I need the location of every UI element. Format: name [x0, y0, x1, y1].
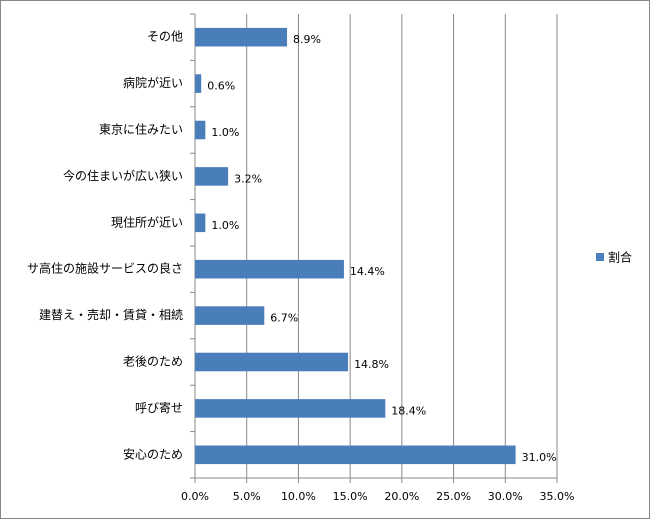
x-tick-label: 5.0% — [233, 490, 261, 503]
data-label: 8.9% — [293, 33, 321, 46]
x-tick-label: 0.0% — [181, 490, 209, 503]
bar — [195, 445, 516, 465]
data-label: 1.0% — [211, 219, 239, 232]
x-tick-label: 30.0% — [488, 490, 523, 503]
x-tick-label: 10.0% — [281, 490, 316, 503]
bar — [195, 74, 202, 93]
data-label: 0.6% — [207, 80, 235, 93]
bar — [195, 399, 386, 418]
data-label: 31.0% — [522, 451, 557, 464]
y-tick-label: 病院が近い — [123, 75, 183, 90]
data-label: 14.4% — [350, 265, 385, 278]
data-label: 14.8% — [354, 358, 389, 371]
bar — [195, 259, 344, 279]
y-tick-label: 現住所が近い — [111, 214, 183, 229]
x-tick-label: 35.0% — [540, 490, 575, 503]
legend-swatch — [596, 253, 604, 261]
y-tick-label: 今の住まいが広い狭い — [63, 168, 183, 183]
y-tick-label: その他 — [147, 30, 183, 44]
y-tick-label: サ高住の施設サービスの良さ — [27, 261, 183, 276]
data-label: 3.2% — [234, 172, 262, 185]
y-tick-label: 東京に住みたい — [99, 123, 183, 137]
y-tick-label: 呼び寄せ — [135, 400, 183, 415]
bar — [195, 27, 288, 47]
x-tick-label: 15.0% — [333, 490, 368, 503]
legend-label: 割合 — [608, 250, 632, 265]
bar — [195, 120, 206, 140]
bar — [195, 213, 206, 233]
y-tick-label: 安心のため — [123, 446, 183, 461]
x-tick-label: 20.0% — [384, 490, 419, 503]
x-tick-label: 25.0% — [436, 490, 471, 503]
data-label: 1.0% — [211, 126, 239, 139]
y-tick-label: 建替え・売却・賃貸・相続 — [39, 307, 183, 322]
bar — [195, 306, 265, 325]
data-label: 18.4% — [391, 404, 426, 417]
y-tick-label: 老後のため — [123, 355, 183, 369]
bar — [195, 352, 349, 372]
data-label: 6.7% — [270, 312, 298, 325]
bar — [195, 167, 229, 186]
